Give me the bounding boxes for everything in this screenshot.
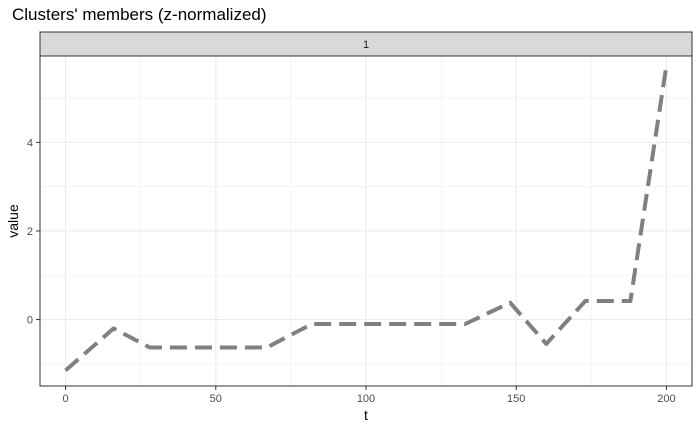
chart-title: Clusters' members (z-normalized): [12, 5, 267, 24]
series-layer: [64, 64, 669, 373]
grid-major: [40, 56, 692, 386]
x-axis: 0 50 100 150 200: [62, 386, 676, 405]
y-axis-title: value: [5, 204, 21, 238]
y-tick-label: 2: [27, 226, 33, 238]
y-axis: 0 2 4: [27, 137, 40, 327]
y-tick-label: 0: [27, 315, 33, 327]
facet-strip: [39, 31, 693, 57]
x-tick-label: 150: [507, 393, 525, 405]
x-tick-label: 0: [62, 393, 68, 405]
facet-strip-label: 1: [363, 39, 369, 51]
series-line: [64, 64, 669, 373]
x-tick-label: 50: [210, 393, 222, 405]
x-axis-title: t: [364, 407, 368, 423]
x-tick-label: 200: [657, 393, 675, 405]
y-tick-label: 4: [27, 137, 33, 149]
x-tick-label: 100: [357, 393, 375, 405]
